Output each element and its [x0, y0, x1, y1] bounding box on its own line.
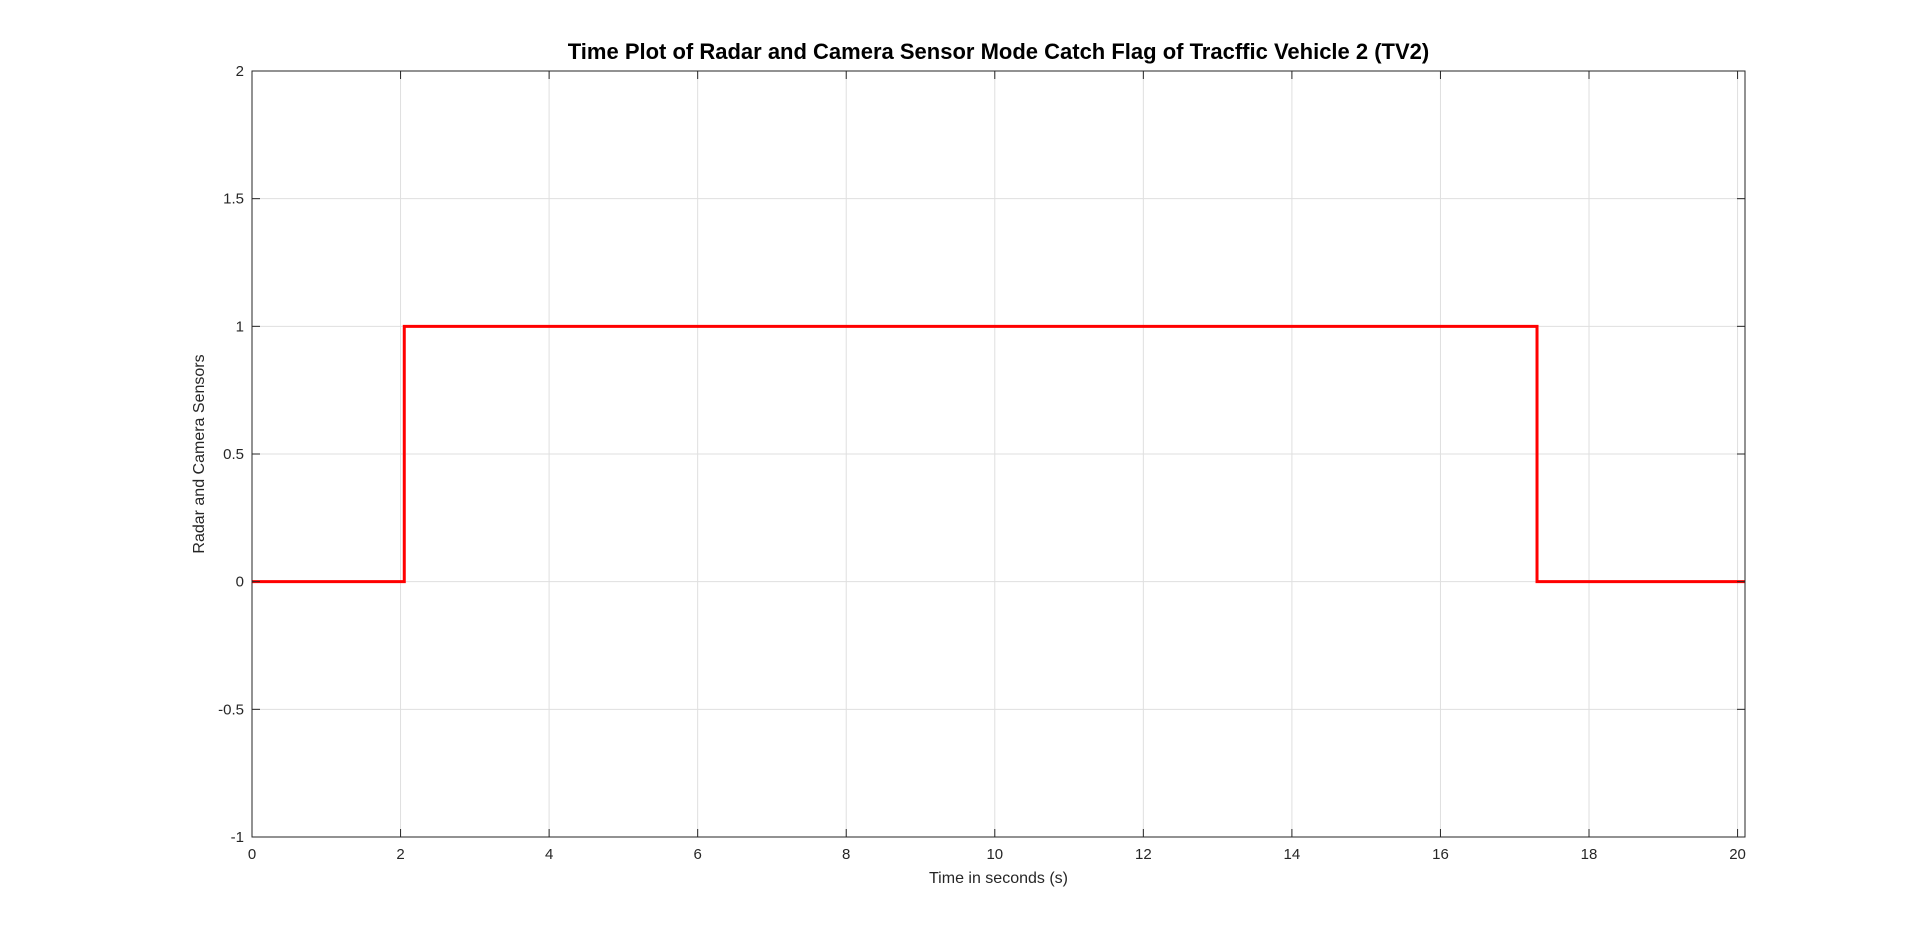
y-axis-label: Radar and Camera Sensors — [191, 354, 208, 553]
x-axis-label: Time in seconds (s) — [929, 870, 1068, 887]
x-tick-label: 4 — [545, 846, 553, 863]
x-tick-label: 6 — [693, 846, 701, 863]
x-tick-label: 16 — [1432, 846, 1449, 863]
y-tick-label: 1.5 — [223, 191, 244, 208]
x-tick-label: 10 — [986, 846, 1003, 863]
x-tick-label: 18 — [1581, 846, 1598, 863]
y-tick-label: -1 — [231, 829, 244, 846]
chart-title: Time Plot of Radar and Camera Sensor Mod… — [568, 39, 1429, 64]
x-tick-label: 20 — [1729, 846, 1746, 863]
grid-layer — [251, 70, 1745, 838]
x-tick-label: 12 — [1135, 846, 1152, 863]
tick-layer: 0 2 4 6 8 10 12 14 16 18 20 -1 -0.5 0 0.5 1 1.5 2 — [218, 63, 1746, 863]
series-layer — [252, 324, 1745, 584]
series-line-0 — [252, 324, 1745, 584]
x-tick-label: 14 — [1284, 846, 1301, 863]
y-tick-label: 0.5 — [223, 446, 244, 463]
y-tick-label: -0.5 — [218, 701, 244, 718]
x-tick-label: 0 — [248, 846, 256, 863]
y-tick-label: 1 — [236, 318, 244, 335]
y-tick-label: 0 — [236, 574, 244, 591]
y-tick-label: 2 — [236, 63, 244, 80]
x-tick-label: 2 — [396, 846, 404, 863]
x-tick-label: 8 — [842, 846, 850, 863]
